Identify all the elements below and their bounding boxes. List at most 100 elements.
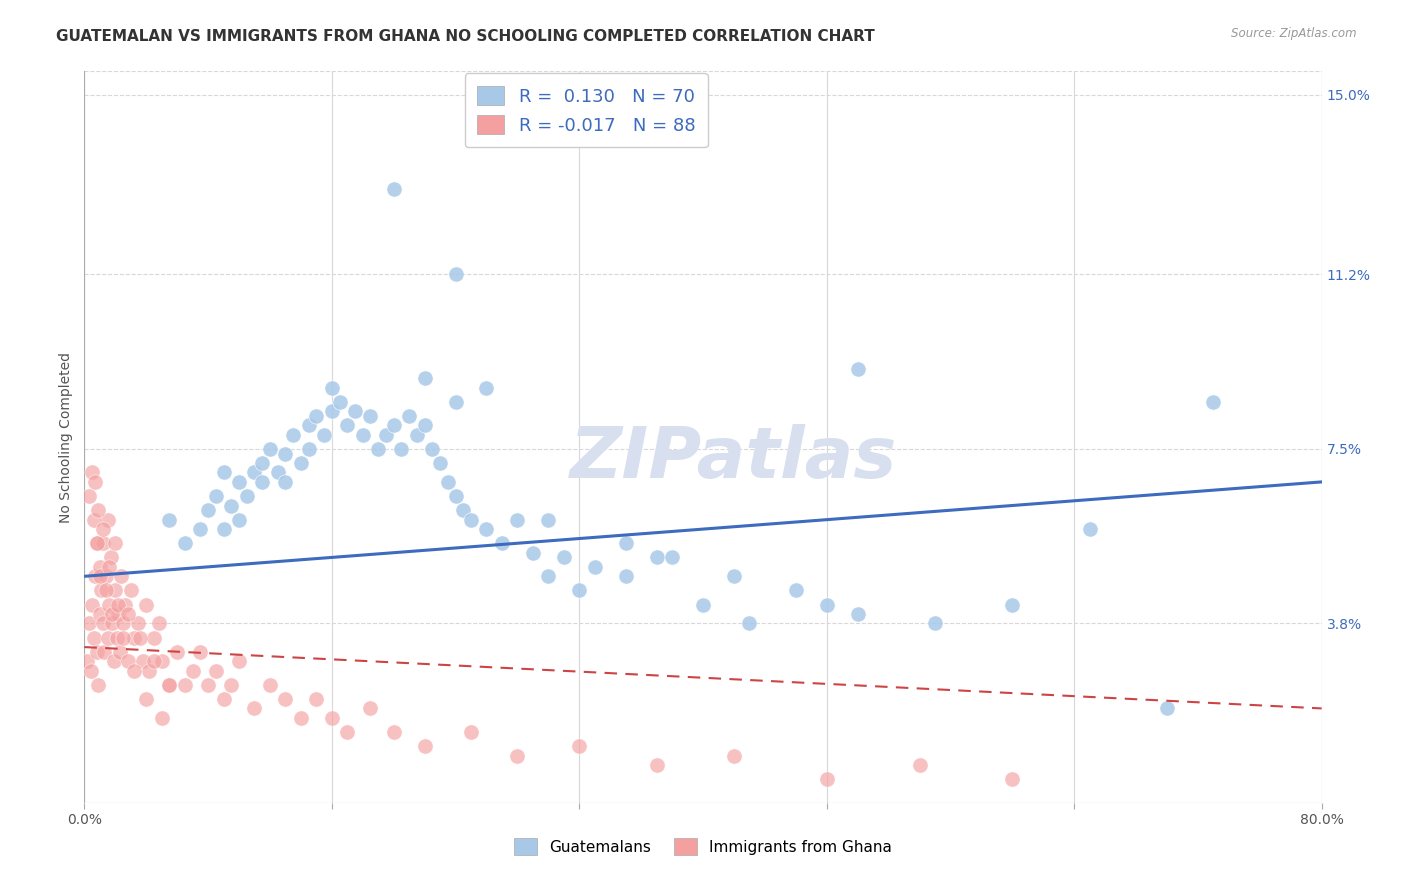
Point: [243, 701, 266, 715]
Point: [475, 380, 498, 394]
Point: [127, 616, 149, 631]
Point: [87, 678, 110, 692]
Point: [374, 427, 398, 442]
Point: [436, 475, 458, 489]
Point: [815, 598, 838, 612]
Point: [188, 645, 211, 659]
Point: [181, 664, 204, 678]
Point: [522, 546, 544, 560]
Point: [120, 583, 142, 598]
Point: [117, 654, 139, 668]
Point: [924, 616, 946, 631]
Point: [159, 678, 180, 692]
Point: [723, 569, 745, 583]
Point: [86, 536, 108, 550]
Point: [360, 701, 382, 715]
Point: [82, 466, 104, 480]
Point: [568, 583, 591, 598]
Point: [86, 645, 108, 659]
Point: [90, 583, 112, 598]
Point: [367, 442, 389, 456]
Point: [96, 513, 118, 527]
Point: [89, 569, 111, 583]
Point: [212, 522, 235, 536]
Point: [413, 418, 436, 433]
Point: [148, 616, 170, 631]
Point: [87, 503, 110, 517]
Point: [219, 499, 242, 513]
Point: [212, 466, 235, 480]
Point: [83, 513, 105, 527]
Point: [93, 645, 115, 659]
Point: [274, 692, 297, 706]
Point: [122, 631, 145, 645]
Point: [82, 598, 104, 612]
Point: [506, 748, 529, 763]
Point: [553, 550, 575, 565]
Point: [267, 466, 290, 480]
Point: [143, 631, 166, 645]
Point: [110, 569, 132, 583]
Point: [305, 409, 328, 423]
Point: [112, 616, 135, 631]
Point: [491, 536, 513, 550]
Point: [150, 711, 173, 725]
Point: [205, 489, 228, 503]
Point: [91, 616, 114, 631]
Point: [135, 692, 157, 706]
Point: [321, 380, 343, 394]
Legend: Guatemalans, Immigrants from Ghana: Guatemalans, Immigrants from Ghana: [508, 832, 898, 861]
Point: [343, 404, 366, 418]
Point: [328, 394, 352, 409]
Point: [77, 489, 100, 503]
Point: [738, 616, 761, 631]
Point: [312, 427, 335, 442]
Point: [112, 631, 135, 645]
Point: [103, 654, 125, 668]
Point: [138, 664, 160, 678]
Point: [79, 664, 101, 678]
Point: [692, 598, 714, 612]
Point: [360, 409, 382, 423]
Point: [150, 654, 173, 668]
Point: [259, 442, 281, 456]
Point: [89, 607, 111, 621]
Point: [188, 522, 211, 536]
Point: [274, 475, 297, 489]
Point: [297, 418, 319, 433]
Point: [444, 489, 467, 503]
Point: [143, 654, 166, 668]
Text: ZIPatlas: ZIPatlas: [571, 424, 897, 492]
Point: [228, 654, 250, 668]
Point: [1078, 522, 1101, 536]
Point: [104, 583, 127, 598]
Point: [460, 725, 482, 739]
Point: [98, 598, 121, 612]
Point: [352, 427, 374, 442]
Point: [84, 569, 107, 583]
Point: [77, 616, 100, 631]
Text: Source: ZipAtlas.com: Source: ZipAtlas.com: [1232, 27, 1357, 40]
Point: [250, 456, 273, 470]
Point: [382, 725, 405, 739]
Point: [614, 536, 637, 550]
Point: [290, 711, 312, 725]
Point: [228, 475, 250, 489]
Point: [135, 598, 157, 612]
Point: [107, 607, 129, 621]
Point: [243, 466, 266, 480]
Point: [197, 678, 219, 692]
Point: [583, 559, 606, 574]
Point: [129, 631, 152, 645]
Point: [336, 418, 359, 433]
Point: [83, 631, 105, 645]
Point: [398, 409, 420, 423]
Point: [723, 748, 745, 763]
Point: [444, 394, 467, 409]
Point: [1001, 598, 1024, 612]
Point: [382, 182, 405, 196]
Point: [91, 522, 114, 536]
Point: [453, 503, 475, 517]
Point: [422, 442, 444, 456]
Point: [537, 513, 560, 527]
